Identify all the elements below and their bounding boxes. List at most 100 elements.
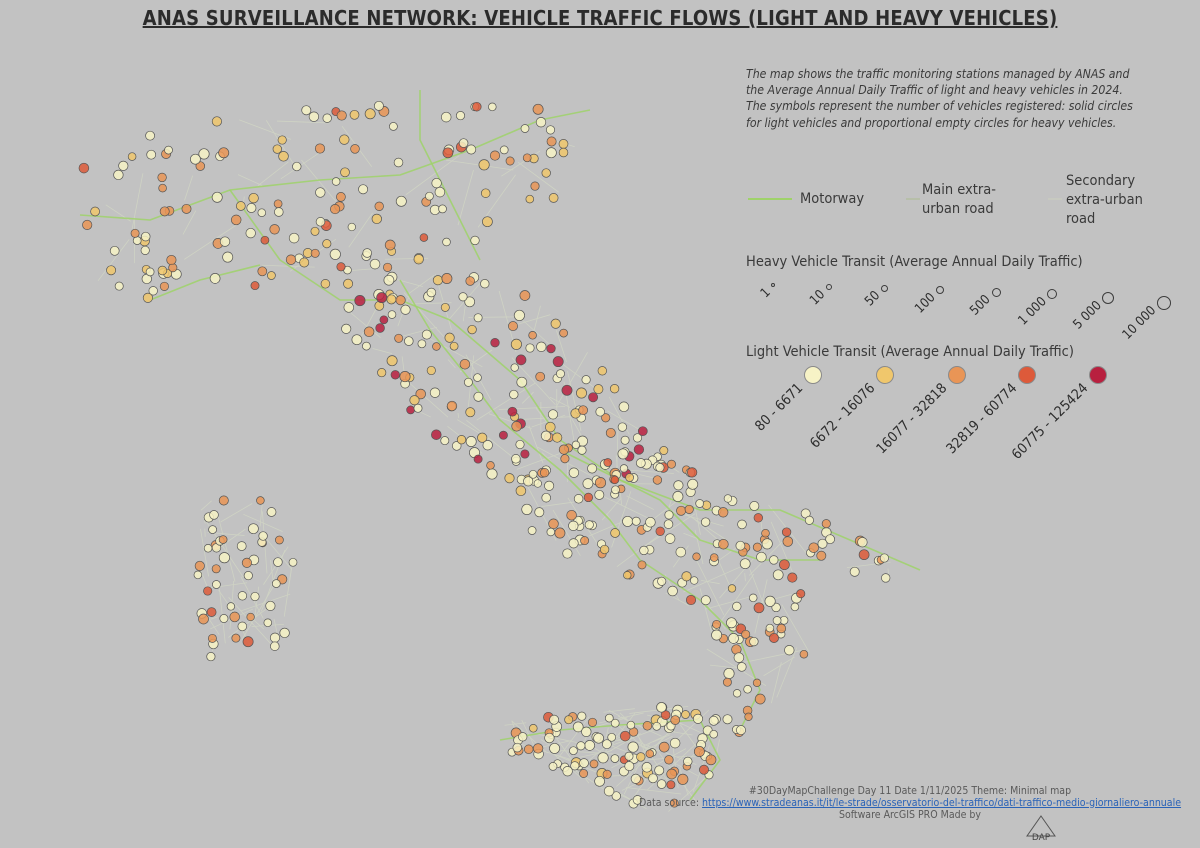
monitoring-station (604, 713, 614, 723)
monitoring-station (473, 313, 483, 323)
monitoring-station (709, 553, 719, 562)
monitoring-station (219, 236, 231, 247)
monitoring-station (568, 467, 580, 478)
monitoring-station (669, 798, 679, 808)
monitoring-station (400, 304, 411, 315)
monitoring-station (218, 535, 228, 544)
secondary-road (555, 330, 567, 363)
monitoring-station (236, 541, 247, 551)
motorway (149, 264, 261, 301)
monitoring-station (198, 148, 210, 160)
monitoring-station (480, 188, 491, 198)
monitoring-station (519, 290, 531, 301)
monitoring-station (473, 391, 484, 402)
secondary-road (601, 497, 622, 521)
monitoring-station (440, 302, 450, 312)
monitoring-station (375, 323, 385, 333)
monitoring-station (540, 430, 552, 441)
monitoring-station (705, 754, 717, 766)
monitoring-station (198, 613, 209, 625)
monitoring-station (667, 459, 676, 469)
secondary-road (447, 359, 456, 369)
monitoring-station (695, 499, 705, 508)
monitoring-station (676, 505, 687, 516)
monitoring-station (250, 281, 260, 291)
monitoring-station (490, 338, 500, 348)
monitoring-station (269, 224, 280, 235)
monitoring-station (166, 254, 177, 266)
monitoring-station (432, 342, 441, 351)
monitoring-station (250, 591, 260, 602)
data-source-link[interactable]: https://www.stradeanas.it/it/le-strade/o… (702, 796, 1182, 809)
heavy-legend-circle (880, 284, 888, 292)
monitoring-station (548, 518, 559, 530)
secondary-road (283, 568, 292, 617)
monitoring-station (532, 743, 544, 754)
monitoring-station (145, 267, 155, 277)
monitoring-station (700, 517, 711, 527)
monitoring-station (765, 623, 775, 633)
monitoring-station (256, 496, 265, 505)
author-logo: DAP (1026, 815, 1056, 843)
monitoring-station (666, 768, 678, 780)
monitoring-station (544, 480, 555, 491)
monitoring-station (764, 595, 776, 607)
logo-text: DAP (1032, 833, 1051, 843)
monitoring-station (350, 144, 360, 154)
secondary-road (184, 220, 243, 260)
monitoring-station (752, 542, 762, 552)
monitoring-station (699, 764, 709, 775)
monitoring-station (451, 441, 462, 451)
secondary-road (517, 161, 559, 193)
monitoring-station (605, 427, 616, 438)
monitoring-station (549, 714, 560, 725)
monitoring-station (246, 203, 257, 213)
monitoring-station (522, 153, 532, 163)
monitoring-station (465, 407, 476, 418)
secondary-road (567, 370, 582, 432)
secondary-road (521, 391, 534, 404)
monitoring-station (440, 436, 450, 446)
monitoring-station (735, 540, 746, 551)
monitoring-station (339, 134, 350, 145)
monitoring-station (509, 389, 519, 400)
monitoring-station (711, 629, 723, 641)
monitoring-station (594, 489, 605, 500)
secondary-road (466, 420, 516, 460)
monitoring-station (395, 195, 407, 207)
monitoring-station (673, 480, 684, 491)
monitoring-station (739, 558, 751, 570)
monitoring-station (722, 677, 732, 687)
monitoring-station (181, 203, 192, 214)
monitoring-station (266, 507, 277, 517)
monitoring-station (463, 377, 473, 387)
monitoring-station (528, 331, 537, 340)
monitoring-station (545, 147, 557, 159)
monitoring-station (549, 742, 561, 754)
secondary-road (611, 491, 632, 548)
monitoring-station (113, 169, 124, 181)
monitoring-station (656, 779, 667, 789)
monitoring-station (371, 213, 382, 225)
secondary-road (397, 302, 452, 305)
monitoring-station (241, 557, 252, 568)
monitoring-station (602, 769, 612, 779)
monitoring-station (769, 633, 779, 643)
monitoring-station (594, 477, 607, 489)
monitoring-station (292, 161, 302, 172)
monitoring-station (159, 206, 170, 217)
monitoring-station (568, 538, 579, 549)
monitoring-station (611, 485, 620, 495)
secondary-road (556, 749, 620, 755)
monitoring-station (132, 236, 142, 245)
monitoring-station (459, 358, 471, 370)
monitoring-station (315, 217, 326, 227)
monitoring-station (808, 542, 819, 553)
monitoring-station (570, 761, 580, 771)
monitoring-station (362, 341, 371, 351)
monitoring-station (336, 110, 347, 121)
monitoring-station (426, 365, 436, 376)
monitoring-station (248, 523, 259, 535)
monitoring-station (748, 593, 758, 603)
monitoring-station (581, 375, 591, 385)
